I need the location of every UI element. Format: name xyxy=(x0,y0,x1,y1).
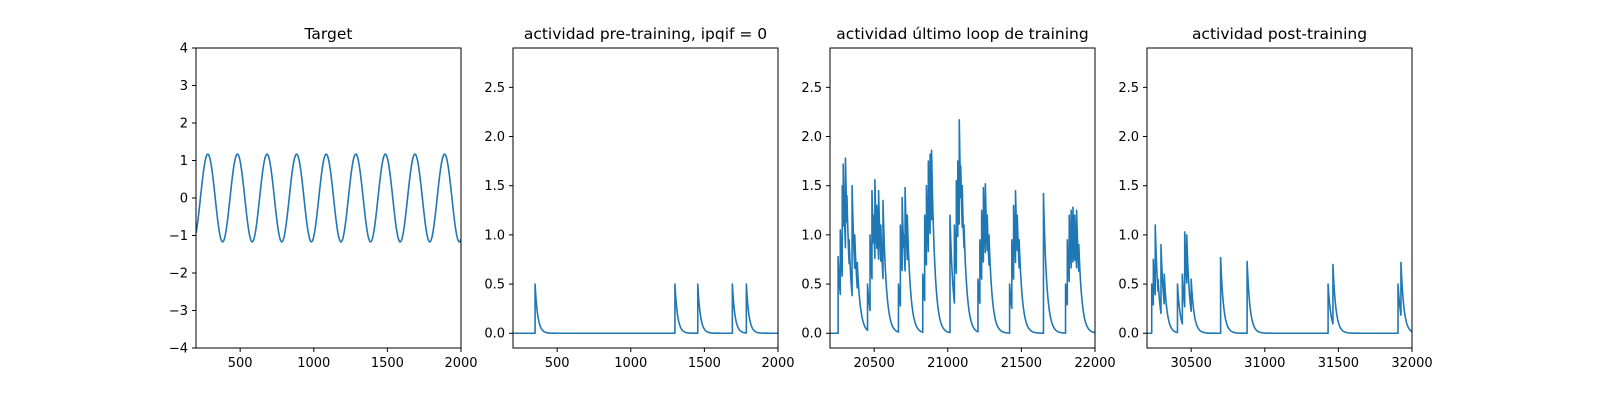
subplot-target: Target 500 1000 1500 2000 −4 −3 −2 −1 0 1 2 3 4 xyxy=(169,25,478,371)
x-tick-label: 500 xyxy=(228,356,253,371)
subplot-pre-training: actividad pre-training, ipqif = 0 500 1000… xyxy=(484,25,794,371)
series-line xyxy=(830,119,1095,335)
chart-title: actividad pre-training, ipqif = 0 xyxy=(524,25,767,43)
plot-frame xyxy=(829,47,1096,349)
x-tick-label: 32000 xyxy=(1391,356,1432,371)
x-tick-label: 2000 xyxy=(444,356,477,371)
y-tick-label: 2.0 xyxy=(484,130,505,145)
plot-frame xyxy=(512,47,779,349)
y-tick-label: 2.0 xyxy=(1118,130,1139,145)
y-tick-label: −2 xyxy=(169,267,188,282)
series-line xyxy=(196,153,461,243)
y-tick-label: 3 xyxy=(180,79,188,94)
subplot-last-training-loop: actividad último loop de training 20500 21… xyxy=(801,25,1115,371)
y-tick-label: 2 xyxy=(180,117,188,132)
x-tick-label: 22000 xyxy=(1074,356,1115,371)
x-tick-label: 30500 xyxy=(1170,356,1211,371)
x-tick-label: 1500 xyxy=(371,356,404,371)
y-tick-label: 0.5 xyxy=(801,278,822,293)
y-tick-label: 1.0 xyxy=(801,228,822,243)
x-tick-label: 2000 xyxy=(761,356,794,371)
y-tick-label: 0.5 xyxy=(484,278,505,293)
chart-title: actividad último loop de training xyxy=(836,25,1088,43)
y-tick-label: 0.0 xyxy=(484,327,505,342)
y-tick-label: 0 xyxy=(180,192,188,207)
plot-frame xyxy=(1146,47,1413,349)
chart-title: actividad post-training xyxy=(1192,25,1367,43)
y-tick-label: 1.5 xyxy=(1118,179,1139,194)
y-tick-label: 1.0 xyxy=(1118,228,1139,243)
y-tick-label: 4 xyxy=(180,42,188,57)
y-tick-label: −1 xyxy=(169,229,188,244)
series-line xyxy=(513,283,778,335)
y-tick-label: 1.5 xyxy=(484,179,505,194)
series-line xyxy=(1147,224,1412,335)
x-tick-label: 31000 xyxy=(1244,356,1285,371)
x-tick-label: 20500 xyxy=(853,356,894,371)
y-tick-label: −3 xyxy=(169,304,188,319)
y-tick-label: 0.0 xyxy=(1118,327,1139,342)
y-tick-label: 2.5 xyxy=(484,81,505,96)
y-tick-label: 2.5 xyxy=(1118,81,1139,96)
y-tick-label: 0.0 xyxy=(801,327,822,342)
y-tick-label: 1.0 xyxy=(484,228,505,243)
x-tick-label: 31500 xyxy=(1318,356,1359,371)
x-tick-label: 1000 xyxy=(614,356,647,371)
y-tick-label: 1 xyxy=(180,154,188,169)
x-tick-label: 1500 xyxy=(688,356,721,371)
x-tick-label: 1000 xyxy=(297,356,330,371)
y-tick-label: 0.5 xyxy=(1118,278,1139,293)
x-tick-label: 500 xyxy=(545,356,570,371)
x-tick-label: 21000 xyxy=(927,356,968,371)
plot-frame xyxy=(195,47,462,349)
y-tick-label: −4 xyxy=(169,342,188,357)
y-tick-label: 2.5 xyxy=(801,81,822,96)
x-tick-label: 21500 xyxy=(1001,356,1042,371)
subplot-post-training: actividad post-training 30500 31000 31500 32… xyxy=(1118,25,1432,371)
y-tick-label: 2.0 xyxy=(801,130,822,145)
y-tick-label: 1.5 xyxy=(801,179,822,194)
chart-title: Target xyxy=(304,25,353,43)
